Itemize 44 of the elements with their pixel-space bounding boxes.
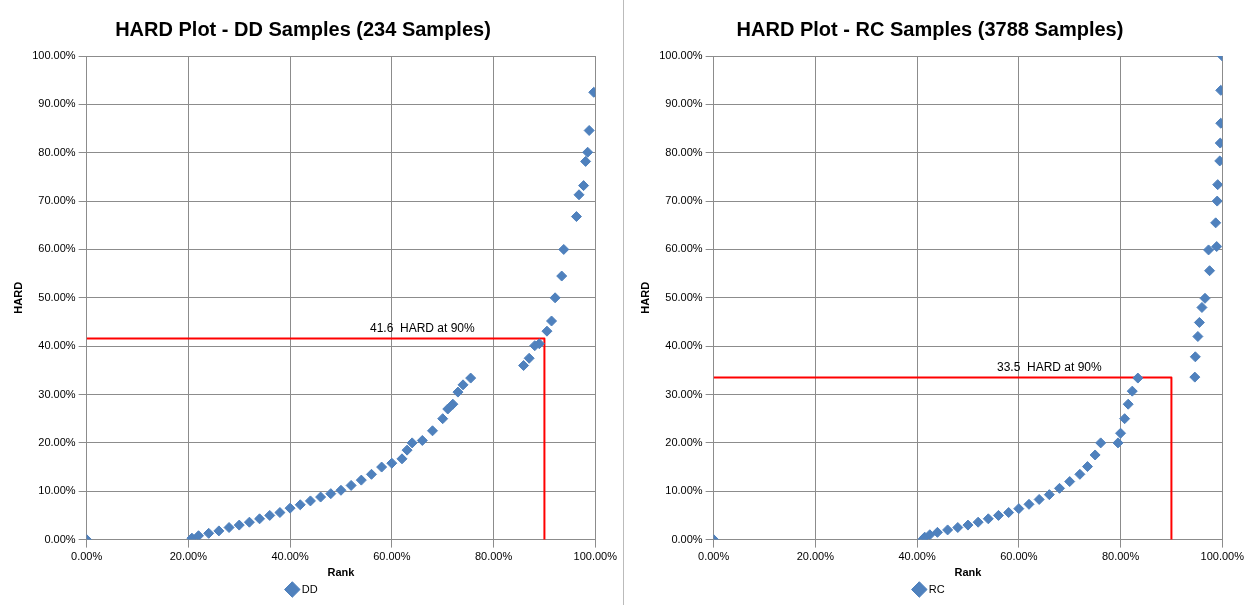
- y-tick-label: 40.00%: [38, 339, 76, 352]
- y-tick-label: 80.00%: [665, 145, 703, 158]
- x-tick-label: 0.00%: [698, 550, 730, 563]
- y-tick-label: 50.00%: [665, 290, 703, 303]
- y-tick-label: 60.00%: [38, 242, 76, 255]
- x-tick-label: 40.00%: [271, 550, 309, 563]
- y-tick-label: 70.00%: [665, 194, 703, 207]
- y-tick-label: 90.00%: [38, 97, 76, 110]
- x-tick-label: 60.00%: [373, 550, 411, 563]
- legend-label: RC: [928, 582, 945, 595]
- y-tick-label: 40.00%: [665, 339, 703, 352]
- x-tick-label: 0.00%: [71, 550, 103, 563]
- y-axis-title: HARD: [638, 281, 651, 314]
- x-tick-label: 80.00%: [474, 550, 513, 563]
- y-tick-label: 30.00%: [665, 387, 703, 400]
- x-tick-label: 20.00%: [796, 550, 835, 563]
- y-tick-label: 100.00%: [32, 49, 76, 62]
- chart-title: HARD Plot - DD Samples (234 Samples): [115, 17, 491, 40]
- y-tick-label: 0.00%: [671, 532, 703, 545]
- x-tick-label: 80.00%: [1101, 550, 1140, 563]
- y-tick-label: 20.00%: [665, 435, 703, 448]
- y-tick-label: 50.00%: [38, 290, 76, 303]
- y-tick-label: 30.00%: [38, 387, 76, 400]
- y-tick-label: 70.00%: [38, 194, 76, 207]
- x-tick-label: 100.00%: [573, 550, 618, 563]
- y-tick-label: 80.00%: [38, 145, 76, 158]
- y-axis-title: HARD: [11, 281, 24, 314]
- annotation: 41.6 HARD at 90%: [369, 320, 476, 335]
- y-tick-label: 60.00%: [665, 242, 703, 255]
- x-tick-label: 20.00%: [169, 550, 208, 563]
- x-axis-title: Rank: [327, 566, 356, 579]
- x-tick-label: 40.00%: [898, 550, 936, 563]
- chart-title: HARD Plot - RC Samples (3788 Samples): [736, 17, 1124, 40]
- y-tick-label: 100.00%: [659, 49, 703, 62]
- x-tick-label: 100.00%: [1200, 550, 1245, 563]
- annotation: 33.5 HARD at 90%: [996, 359, 1103, 374]
- y-tick-label: 0.00%: [44, 532, 76, 545]
- x-tick-label: 60.00%: [1000, 550, 1038, 563]
- y-tick-label: 10.00%: [665, 484, 703, 497]
- y-tick-label: 90.00%: [665, 97, 703, 110]
- y-tick-label: 10.00%: [38, 484, 76, 497]
- y-tick-label: 20.00%: [38, 435, 76, 448]
- legend-label: DD: [301, 582, 318, 595]
- x-axis-title: Rank: [954, 566, 983, 579]
